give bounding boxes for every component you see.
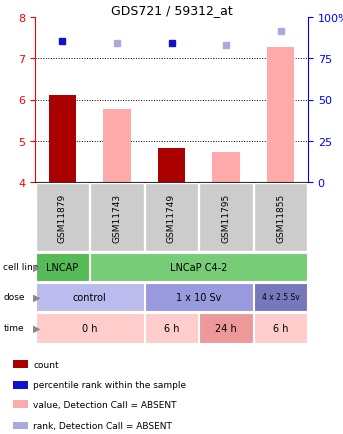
Bar (267, 48, 294, 183)
Text: GSM11855: GSM11855 (276, 193, 285, 242)
Text: LNCaP C4-2: LNCaP C4-2 (170, 263, 227, 273)
Bar (212, 153, 240, 183)
Text: GSM11879: GSM11879 (58, 193, 67, 242)
Bar (145, 283, 253, 311)
Bar (254, 283, 307, 311)
Text: 6 h: 6 h (164, 323, 179, 333)
Bar (36, 283, 144, 311)
Bar (36, 313, 144, 343)
Text: 6 h: 6 h (273, 323, 288, 333)
Text: GSM11743: GSM11743 (113, 193, 121, 242)
Bar (90, 253, 307, 281)
Text: GSM11749: GSM11749 (167, 193, 176, 242)
Bar (13, 401, 28, 408)
Bar (36, 183, 89, 252)
Bar (254, 313, 307, 343)
Bar (145, 183, 198, 252)
Bar (36, 253, 89, 281)
Text: GSM11795: GSM11795 (222, 193, 230, 242)
Text: control: control (73, 293, 106, 302)
Text: ▶: ▶ (33, 293, 41, 302)
Bar (199, 183, 253, 252)
Bar (13, 422, 28, 429)
Bar (13, 381, 28, 388)
Bar (90, 183, 144, 252)
Text: time: time (3, 324, 24, 333)
Text: GDS721 / 59312_at: GDS721 / 59312_at (111, 4, 232, 17)
Text: 0 h: 0 h (82, 323, 97, 333)
Text: ▶: ▶ (33, 263, 41, 273)
Text: value, Detection Call = ABSENT: value, Detection Call = ABSENT (33, 400, 177, 409)
Text: 24 h: 24 h (215, 323, 237, 333)
Bar (103, 109, 131, 183)
Text: LNCAP: LNCAP (46, 263, 79, 273)
Text: dose: dose (3, 293, 25, 302)
Bar (158, 151, 185, 183)
Bar (199, 313, 253, 343)
Text: 1 x 10 Sv: 1 x 10 Sv (176, 293, 222, 302)
Text: percentile rank within the sample: percentile rank within the sample (33, 380, 186, 389)
Bar (49, 96, 76, 183)
Text: count: count (33, 360, 59, 369)
Text: ▶: ▶ (33, 323, 41, 333)
Text: 4 x 2.5 Sv: 4 x 2.5 Sv (262, 293, 299, 302)
Text: cell line: cell line (3, 263, 39, 272)
Bar (158, 149, 185, 183)
Bar (145, 313, 198, 343)
Bar (13, 361, 28, 368)
Bar (254, 183, 307, 252)
Text: rank, Detection Call = ABSENT: rank, Detection Call = ABSENT (33, 421, 172, 430)
